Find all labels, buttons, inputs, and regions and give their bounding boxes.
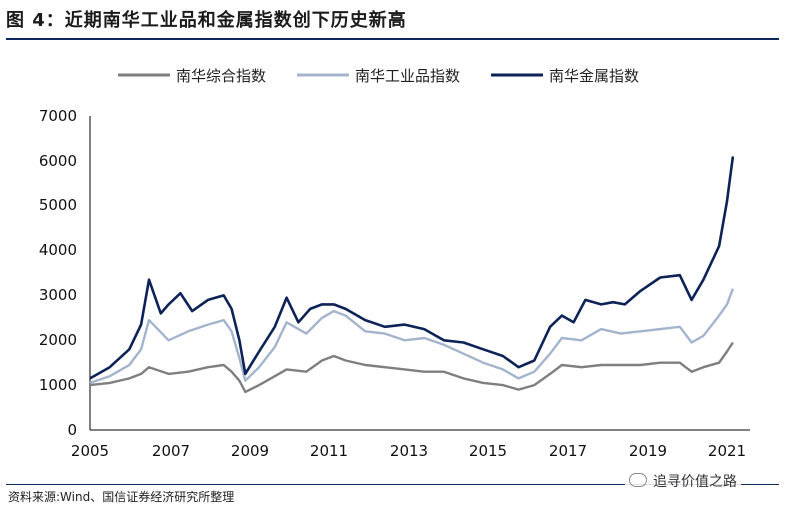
legend-label-composite: 南华综合指数 <box>176 67 266 85</box>
wechat-icon <box>629 473 647 487</box>
series-layer <box>89 156 735 394</box>
x-tick-label: 2013 <box>390 442 428 460</box>
x-tick-label: 2011 <box>310 442 348 460</box>
series-line-2 <box>89 156 735 380</box>
x-tick-label: 2017 <box>549 442 587 460</box>
y-tick-label: 0 <box>67 421 77 439</box>
footer-divider <box>6 484 779 485</box>
y-tick-label: 7000 <box>39 107 77 125</box>
legend-label-metal: 南华金属指数 <box>549 67 639 85</box>
y-tick-label: 4000 <box>39 241 77 259</box>
x-tick-label: 2021 <box>708 442 746 460</box>
x-tick-label: 2019 <box>629 442 667 460</box>
x-tick-label: 2005 <box>71 442 109 460</box>
watermark-text: 追寻价值之路 <box>653 474 737 490</box>
y-tick-label: 2000 <box>39 331 77 349</box>
y-tick-label: 5000 <box>39 196 77 214</box>
y-tick-label: 1000 <box>39 376 77 394</box>
legend: 南华综合指数 南华工业品指数 南华金属指数 <box>118 67 639 85</box>
figure-title: 图 4：近期南华工业品和金属指数创下历史新高 <box>6 10 407 31</box>
source-note: 资料来源:Wind、国信证券经济研究所整理 <box>8 490 235 504</box>
x-tick-label: 2009 <box>231 442 269 460</box>
x-tick-label: 2007 <box>152 442 190 460</box>
y-tick-label: 6000 <box>39 152 77 170</box>
series-line-1 <box>89 288 735 385</box>
x-tick-label: 2015 <box>469 442 507 460</box>
watermark: 追寻价值之路 <box>625 471 741 491</box>
series-line-0 <box>89 341 734 394</box>
title-divider <box>6 38 779 40</box>
y-tick-label: 3000 <box>39 286 77 304</box>
legend-label-industrial: 南华工业品指数 <box>355 67 460 85</box>
